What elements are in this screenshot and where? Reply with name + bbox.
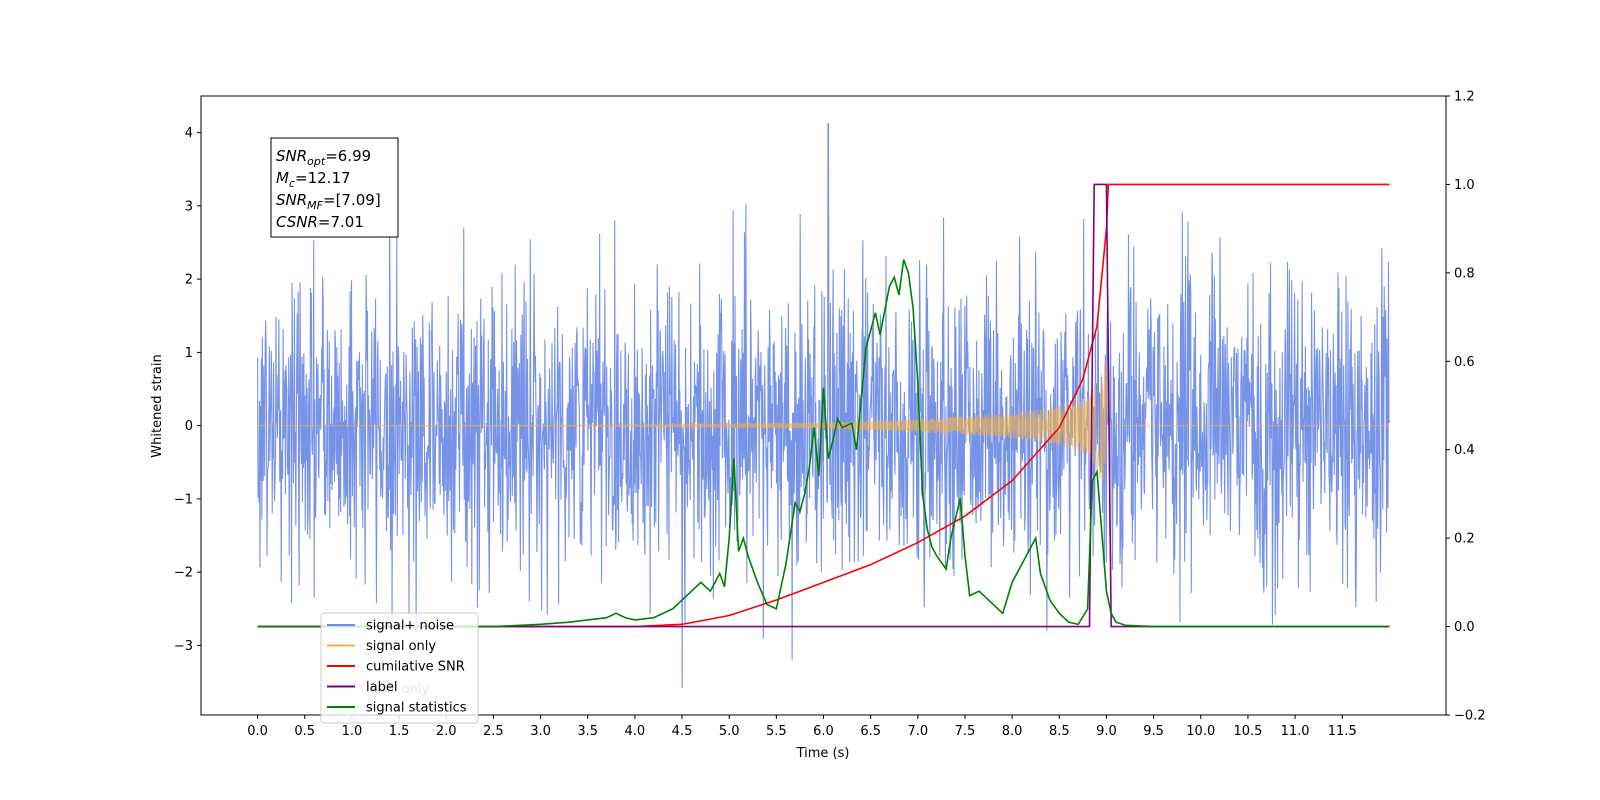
legend-frame <box>320 612 479 724</box>
y-right-tick-label: 0.6 <box>1454 355 1475 370</box>
x-tick-label: 10.0 <box>1186 724 1215 739</box>
x-tick-label: 0.0 <box>247 724 268 739</box>
series-signal-statistics-line <box>257 259 1390 628</box>
x-tick-label: 6.5 <box>860 724 881 739</box>
annotation-line: Mc=12.17 <box>276 169 351 190</box>
y-left-tick-label: 0 <box>185 419 193 434</box>
y-left-tick-label: 1 <box>185 346 193 361</box>
x-tick-label: 11.0 <box>1281 724 1310 739</box>
y-axis-label: Whitened strain <box>150 354 165 457</box>
y-left-tick-label: 2 <box>185 273 193 288</box>
y-right-tick-label: 0.2 <box>1454 532 1475 547</box>
x-tick-label: 1.5 <box>389 724 410 739</box>
annotation-line: CSNR=7.01 <box>276 213 364 231</box>
legend-label: label <box>366 680 397 695</box>
x-tick-label: 0.5 <box>294 724 315 739</box>
x-tick-label: 4.0 <box>625 724 646 739</box>
annotation-line: SNRopt=6.99 <box>276 147 371 168</box>
x-tick-label: 5.5 <box>766 724 787 739</box>
y-left-tick-label: −2 <box>174 566 193 581</box>
y-left-tick-label: 3 <box>185 199 193 214</box>
legend-label: signal+ noise <box>366 619 454 634</box>
x-tick-label: 3.5 <box>577 724 598 739</box>
x-tick-label: 4.5 <box>672 724 693 739</box>
legend-label: cumilative SNR <box>366 660 465 675</box>
series-layer <box>257 123 1390 688</box>
x-tick-label: 10.5 <box>1233 724 1262 739</box>
x-tick-label: 9.0 <box>1096 724 1117 739</box>
y-left-tick-label: −1 <box>174 492 193 507</box>
x-tick-label: 8.5 <box>1049 724 1070 739</box>
y-left-tick-label: 4 <box>185 126 193 141</box>
legend-label: signal statistics <box>366 701 467 716</box>
y-left-tick-label: −3 <box>174 639 193 654</box>
x-tick-label: 8.0 <box>1002 724 1023 739</box>
x-axis-label: Time (s) <box>796 746 850 761</box>
y-right-tick-label: −0.2 <box>1454 709 1486 724</box>
x-tick-label: 6.0 <box>813 724 834 739</box>
y-right-tick-label: 1.0 <box>1454 178 1475 193</box>
x-tick-label: 11.5 <box>1328 724 1357 739</box>
series-cumulative-snr-line <box>257 183 1390 628</box>
axes-layer: 0.0 0.5 1.0 1.5 2.0 2.5 3.0 3.5 4.0 4.5 5.0 5.5 6.0 6… <box>174 90 1486 740</box>
series-signal-noise-line <box>257 123 1390 688</box>
x-tick-label: 2.0 <box>436 724 457 739</box>
annotation-frame <box>270 137 399 238</box>
x-tick-label: 2.5 <box>483 724 504 739</box>
x-tick-label: 5.0 <box>719 724 740 739</box>
y-right-tick-label: 0.0 <box>1454 620 1475 635</box>
series-signal-only-line <box>257 361 1390 483</box>
x-tick-label: 1.0 <box>342 724 363 739</box>
x-tick-label: 3.0 <box>530 724 551 739</box>
y-right-tick-label: 0.4 <box>1454 443 1475 458</box>
x-tick-label: 7.0 <box>907 724 928 739</box>
legend-label: signal only <box>366 639 436 654</box>
annotation-line: SNRMF=[7.09] <box>276 191 381 212</box>
x-tick-label: 7.5 <box>955 724 976 739</box>
x-tick-label: 9.5 <box>1143 724 1164 739</box>
y-right-tick-label: 0.8 <box>1454 266 1475 281</box>
y-right-tick-label: 1.2 <box>1454 90 1475 105</box>
